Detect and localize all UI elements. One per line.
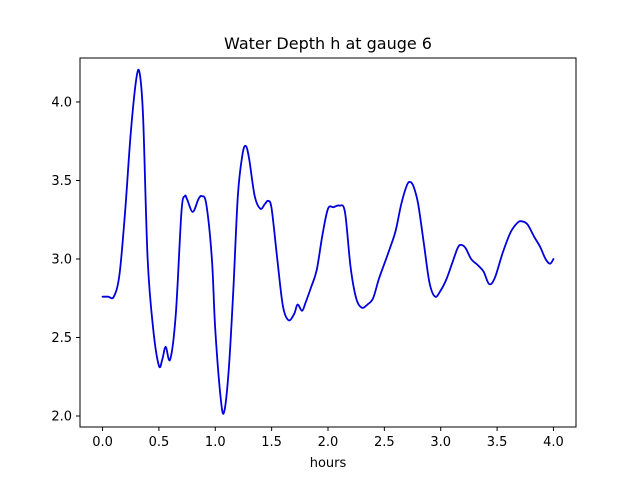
x-tick-label: 3.5 — [487, 435, 508, 450]
x-tick-label: 1.0 — [205, 435, 226, 450]
axis-ticks: 0.0 0.5 1.0 1.5 2.0 2.5 3.0 3.5 4.0 2.0 2.5 3.0 3.5 4… — [51, 95, 563, 450]
x-tick-label: 0.5 — [149, 435, 170, 450]
chart-title: Water Depth h at gauge 6 — [224, 34, 432, 53]
x-tick-label: 1.5 — [261, 435, 282, 450]
x-axis-label: hours — [310, 456, 347, 471]
x-tick-label: 0.0 — [92, 435, 113, 450]
y-tick-label: 4.0 — [51, 95, 72, 110]
x-tick-label: 2.0 — [318, 435, 339, 450]
y-tick-label: 2.5 — [51, 331, 72, 346]
x-tick-label: 2.5 — [374, 435, 395, 450]
y-tick-label: 3.0 — [51, 252, 72, 267]
y-tick-label: 2.0 — [51, 410, 72, 425]
x-tick-label: 4.0 — [543, 435, 564, 450]
water-depth-series-line — [101, 68, 555, 415]
y-tick-label: 3.5 — [51, 174, 72, 189]
axes-frame — [79, 57, 577, 428]
plot-area — [101, 68, 555, 415]
x-tick-label: 3.0 — [430, 435, 451, 450]
